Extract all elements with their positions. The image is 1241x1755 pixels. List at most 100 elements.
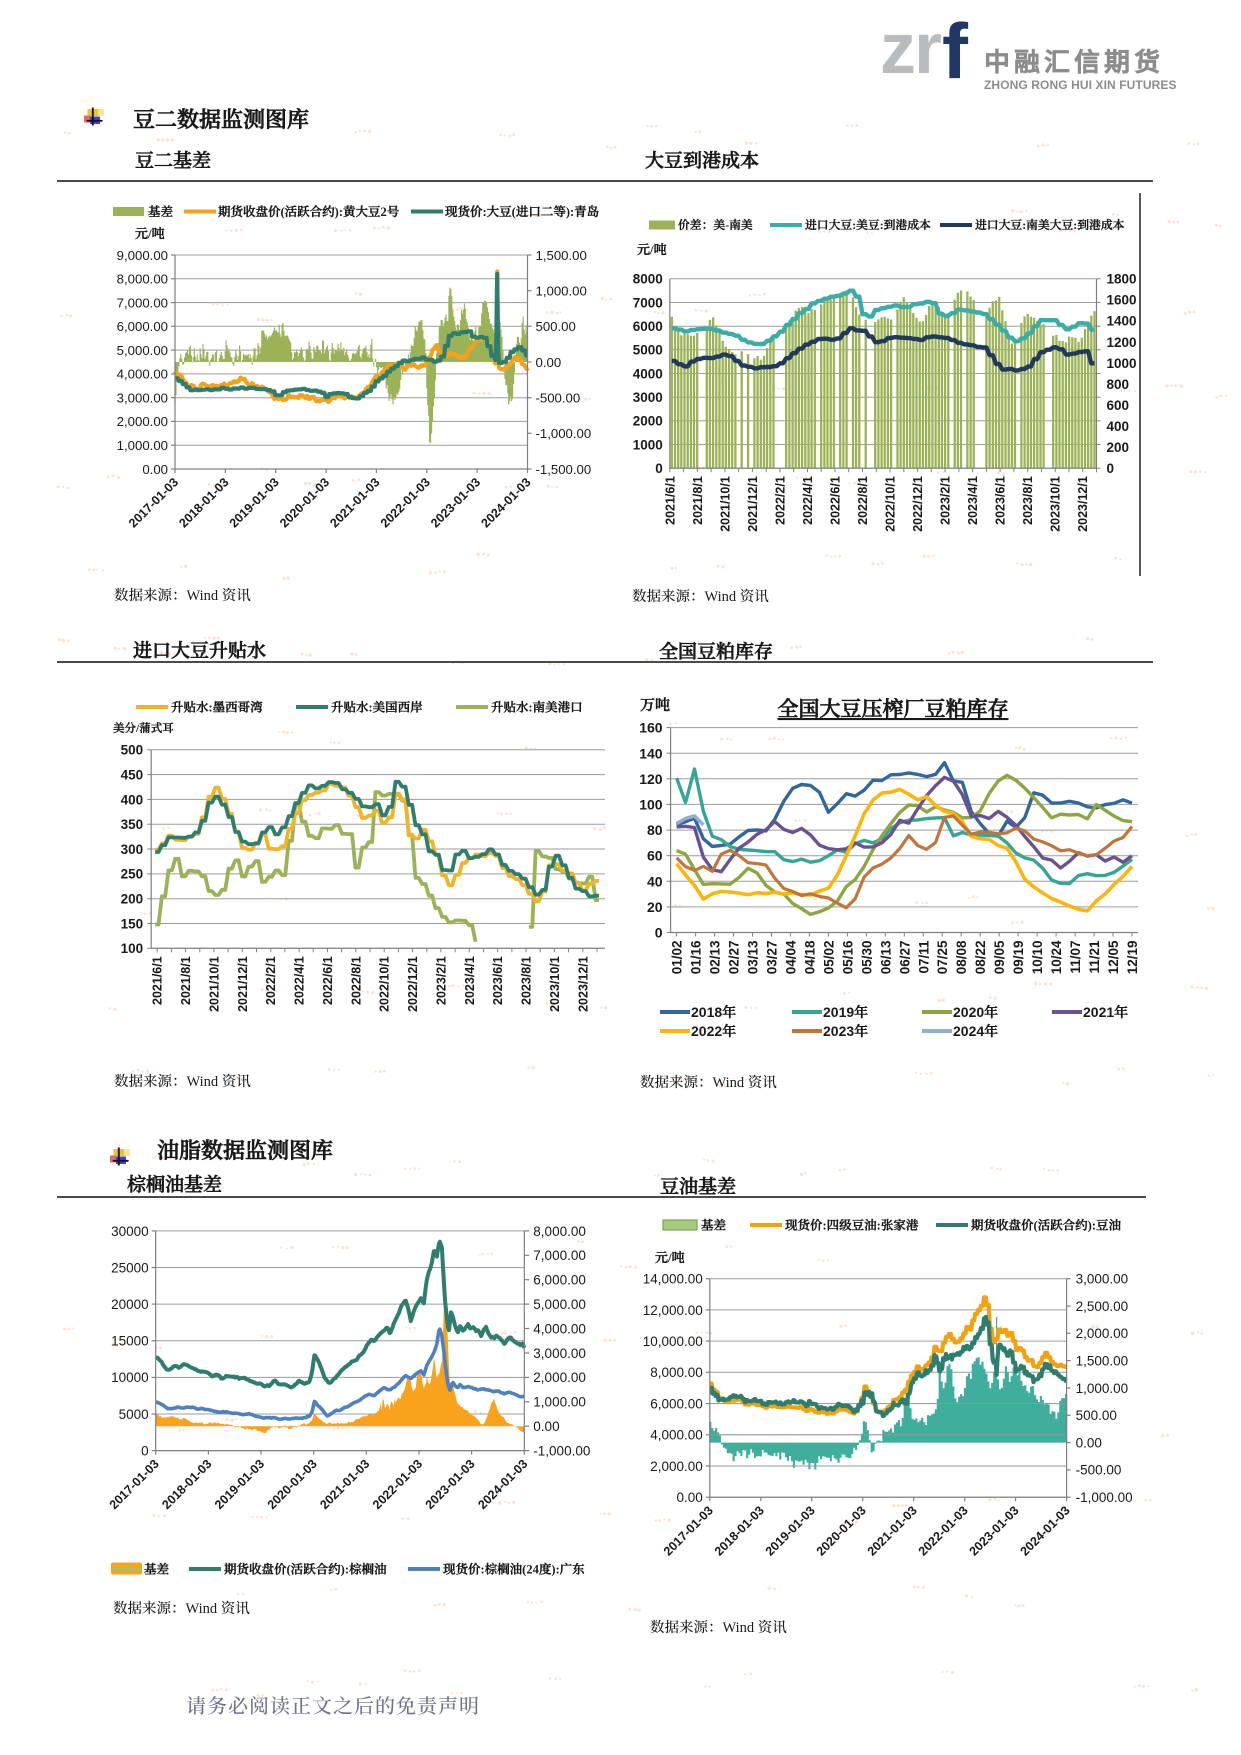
svg-text:5,000.00: 5,000.00 bbox=[533, 1297, 586, 1312]
svg-text:现货价:大豆(进口二等):青岛: 现货价:大豆(进口二等):青岛 bbox=[444, 205, 600, 219]
svg-text:2023/8/1: 2023/8/1 bbox=[520, 956, 534, 1005]
svg-text:5000: 5000 bbox=[633, 343, 663, 358]
svg-text:基差: 基差 bbox=[701, 1219, 727, 1233]
svg-text:0: 0 bbox=[141, 1444, 149, 1459]
svg-text:450: 450 bbox=[121, 768, 144, 783]
svg-text:-1,500.00: -1,500.00 bbox=[536, 462, 592, 477]
svg-text:14,000.00: 14,000.00 bbox=[643, 1272, 703, 1287]
svg-text:2019-01-03: 2019-01-03 bbox=[763, 1503, 818, 1558]
svg-text:1,000.00: 1,000.00 bbox=[536, 283, 587, 298]
svg-text:2022/2/1: 2022/2/1 bbox=[773, 476, 787, 525]
svg-text:2022-01-03: 2022-01-03 bbox=[370, 1457, 425, 1512]
svg-text:1000: 1000 bbox=[633, 437, 663, 452]
svg-text:2,000.00: 2,000.00 bbox=[533, 1370, 586, 1385]
svg-text:11/07: 11/07 bbox=[1068, 941, 1083, 974]
svg-text:进口大豆:南美大豆:到港成本: 进口大豆:南美大豆:到港成本 bbox=[974, 218, 1125, 232]
svg-text:5,000.00: 5,000.00 bbox=[117, 343, 168, 358]
svg-text:4,000.00: 4,000.00 bbox=[650, 1428, 703, 1443]
svg-text:0.00: 0.00 bbox=[677, 1490, 703, 1505]
svg-text:06/13: 06/13 bbox=[878, 940, 893, 974]
svg-text:8,000.00: 8,000.00 bbox=[117, 272, 168, 287]
svg-text:20000: 20000 bbox=[111, 1297, 149, 1312]
svg-text:2023-01-03: 2023-01-03 bbox=[967, 1503, 1022, 1558]
svg-text:10/24: 10/24 bbox=[1049, 940, 1064, 974]
svg-text:30000: 30000 bbox=[111, 1224, 149, 1239]
svg-text:2018-01-03: 2018-01-03 bbox=[712, 1503, 767, 1558]
svg-text:2022/8/1: 2022/8/1 bbox=[856, 476, 870, 525]
svg-text:1,000.00: 1,000.00 bbox=[533, 1395, 586, 1410]
svg-text:2021/6/1: 2021/6/1 bbox=[151, 956, 165, 1005]
svg-text:0: 0 bbox=[655, 925, 663, 941]
svg-text:6,000.00: 6,000.00 bbox=[650, 1396, 703, 1411]
svg-text:160: 160 bbox=[639, 720, 663, 736]
svg-text:03/13: 03/13 bbox=[746, 940, 761, 974]
svg-text:全国大豆压榨厂豆粕库存: 全国大豆压榨厂豆粕库存 bbox=[778, 697, 1009, 721]
svg-text:80: 80 bbox=[647, 822, 663, 838]
svg-text:2000: 2000 bbox=[633, 414, 663, 429]
svg-text:2021/8/1: 2021/8/1 bbox=[691, 476, 705, 525]
svg-text:1400: 1400 bbox=[1107, 314, 1137, 329]
svg-text:02/13: 02/13 bbox=[708, 940, 723, 974]
svg-text:09/05: 09/05 bbox=[992, 940, 1007, 974]
svg-text:1200: 1200 bbox=[1107, 335, 1137, 350]
svg-text:02/27: 02/27 bbox=[727, 941, 742, 975]
svg-text:2023/6/1: 2023/6/1 bbox=[491, 956, 505, 1005]
svg-text:800: 800 bbox=[1107, 377, 1130, 392]
svg-text:200: 200 bbox=[121, 892, 144, 907]
svg-text:1800: 1800 bbox=[1107, 272, 1137, 287]
svg-text:2022/12/1: 2022/12/1 bbox=[406, 956, 420, 1012]
svg-text:6000: 6000 bbox=[633, 319, 663, 334]
svg-text:2022/12/1: 2022/12/1 bbox=[911, 476, 925, 532]
svg-text:升贴水:墨西哥湾: 升贴水:墨西哥湾 bbox=[171, 701, 263, 715]
svg-text:100: 100 bbox=[121, 941, 144, 956]
svg-text:元/吨: 元/吨 bbox=[637, 242, 667, 257]
svg-text:-500.00: -500.00 bbox=[536, 390, 581, 405]
svg-text:2024-01-03: 2024-01-03 bbox=[479, 475, 534, 530]
svg-text:8,000.00: 8,000.00 bbox=[533, 1224, 586, 1239]
svg-text:现货价:棕榈油(24度):广东: 现货价:棕榈油(24度):广东 bbox=[442, 1563, 585, 1577]
svg-text:2021/12/1: 2021/12/1 bbox=[236, 956, 250, 1012]
svg-text:2021/10/1: 2021/10/1 bbox=[718, 476, 732, 532]
svg-text:200: 200 bbox=[1107, 440, 1130, 455]
svg-text:2023/2/1: 2023/2/1 bbox=[434, 956, 448, 1005]
svg-text:现货价:四级豆油:张家港: 现货价:四级豆油:张家港 bbox=[784, 1219, 919, 1233]
svg-text:120: 120 bbox=[639, 771, 663, 787]
svg-text:500.00: 500.00 bbox=[1076, 1408, 1117, 1423]
svg-text:7,000.00: 7,000.00 bbox=[117, 295, 168, 310]
svg-text:600: 600 bbox=[1107, 398, 1130, 413]
svg-text:09/19: 09/19 bbox=[1011, 941, 1026, 975]
svg-text:2018-01-03: 2018-01-03 bbox=[176, 475, 231, 530]
svg-text:03/27: 03/27 bbox=[765, 941, 780, 975]
svg-text:2022/6/1: 2022/6/1 bbox=[829, 476, 843, 525]
svg-text:500.00: 500.00 bbox=[536, 319, 576, 334]
svg-text:2021-01-03: 2021-01-03 bbox=[327, 475, 382, 530]
svg-text:1000: 1000 bbox=[1107, 356, 1137, 371]
svg-text:2022/6/1: 2022/6/1 bbox=[321, 956, 335, 1005]
svg-text:15000: 15000 bbox=[111, 1334, 149, 1349]
svg-text:2022-01-03: 2022-01-03 bbox=[916, 1503, 971, 1558]
svg-text:2020-01-03: 2020-01-03 bbox=[277, 475, 332, 530]
svg-text:40: 40 bbox=[647, 873, 663, 889]
svg-text:60: 60 bbox=[647, 848, 663, 864]
svg-text:2018年: 2018年 bbox=[691, 1004, 736, 1021]
svg-text:2021-01-03: 2021-01-03 bbox=[317, 1457, 372, 1512]
svg-text:2022-01-03: 2022-01-03 bbox=[378, 475, 433, 530]
svg-text:12/19: 12/19 bbox=[1125, 941, 1140, 975]
svg-text:2021/10/1: 2021/10/1 bbox=[207, 956, 221, 1012]
svg-text:美分/蒲式耳: 美分/蒲式耳 bbox=[113, 721, 174, 735]
svg-text:2021/12/1: 2021/12/1 bbox=[746, 476, 760, 532]
svg-text:2023/12/1: 2023/12/1 bbox=[1076, 476, 1090, 532]
svg-text:-1,000.00: -1,000.00 bbox=[533, 1444, 590, 1459]
svg-text:2023/8/1: 2023/8/1 bbox=[1021, 476, 1035, 525]
svg-text:25000: 25000 bbox=[111, 1260, 149, 1275]
svg-text:05/30: 05/30 bbox=[859, 941, 874, 975]
svg-text:2022/4/1: 2022/4/1 bbox=[293, 956, 307, 1005]
svg-text:价差：美-南美: 价差：美-南美 bbox=[678, 218, 753, 232]
svg-text:2,500.00: 2,500.00 bbox=[1076, 1299, 1129, 1314]
svg-text:7000: 7000 bbox=[633, 295, 663, 310]
svg-text:2019年: 2019年 bbox=[823, 1004, 868, 1021]
svg-text:1,000.00: 1,000.00 bbox=[1076, 1381, 1129, 1396]
svg-text:140: 140 bbox=[639, 745, 663, 761]
svg-text:进口大豆:美豆:到港成本: 进口大豆:美豆:到港成本 bbox=[804, 218, 931, 232]
svg-text:2017-01-03: 2017-01-03 bbox=[107, 1457, 162, 1512]
